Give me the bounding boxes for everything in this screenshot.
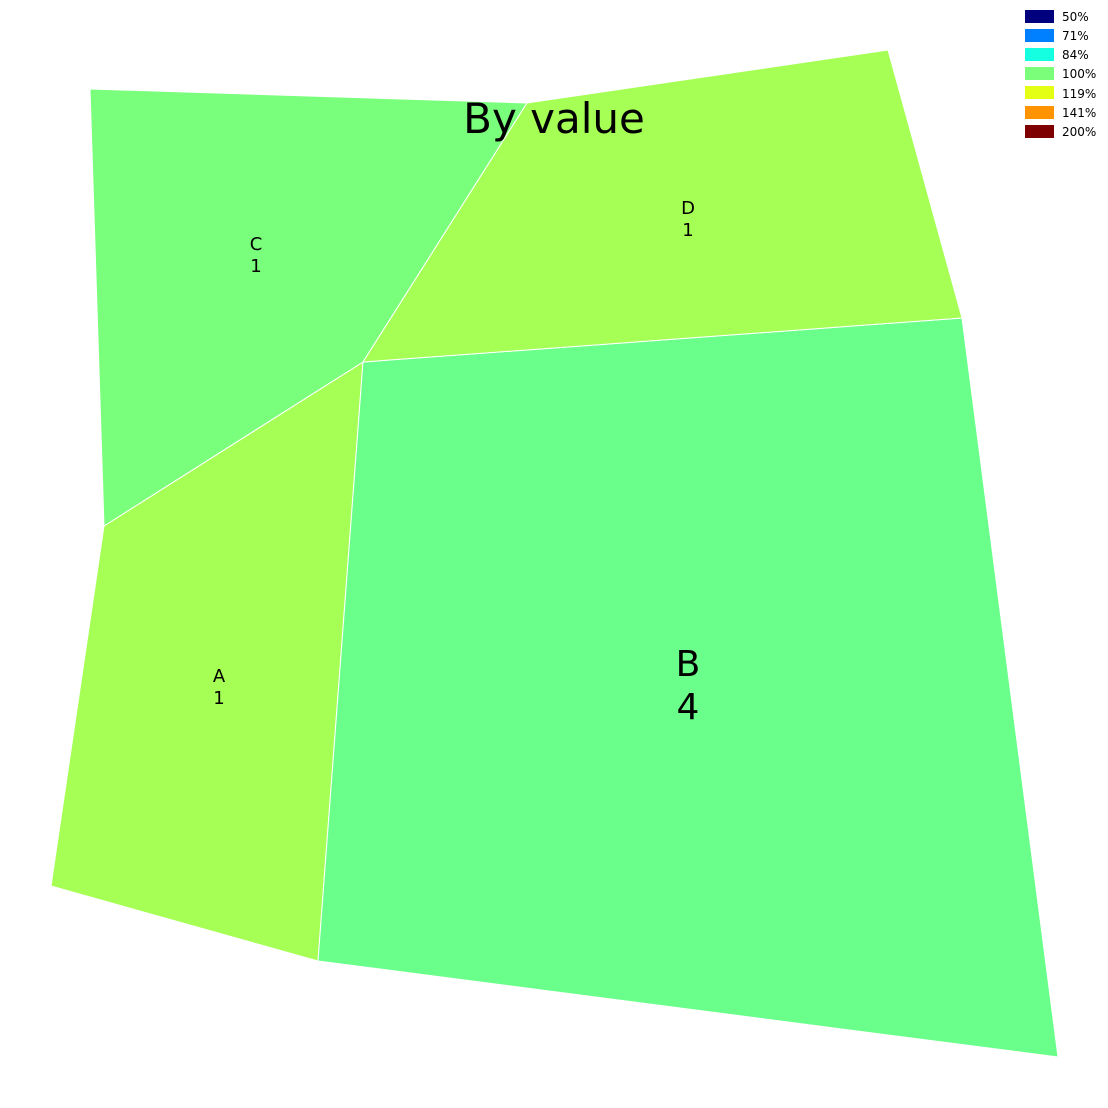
legend-label-84: 84% xyxy=(1062,48,1089,62)
chart-title: By value xyxy=(463,94,645,143)
cell-name-c: C xyxy=(250,234,263,255)
legend-label-71: 71% xyxy=(1062,29,1089,43)
legend-swatch-50 xyxy=(1025,10,1054,23)
cell-value-d: 1 xyxy=(682,220,693,241)
legend-swatch-200 xyxy=(1025,125,1054,138)
legend-swatch-100 xyxy=(1025,67,1054,80)
legend-swatch-119 xyxy=(1025,86,1054,99)
cell-name-d: D xyxy=(681,198,695,219)
legend-swatch-71 xyxy=(1025,29,1054,42)
legend-label-200: 200% xyxy=(1062,125,1096,139)
cell-labels-layer: A 1 B 4 C 1 D 1 xyxy=(213,198,701,728)
legend-label-119: 119% xyxy=(1062,87,1096,101)
cell-value-b: 4 xyxy=(677,687,700,728)
legend-label-50: 50% xyxy=(1062,10,1089,24)
legend-label-141: 141% xyxy=(1062,106,1096,120)
cell-value-c: 1 xyxy=(250,256,261,277)
legend-label-100: 100% xyxy=(1062,67,1096,81)
cell-name-b: B xyxy=(676,644,701,685)
cell-name-a: A xyxy=(213,666,226,687)
legend-swatch-141 xyxy=(1025,106,1054,119)
cell-region-d xyxy=(362,49,963,363)
legend: 50% 71% 84% 100% 119% 141% 200% xyxy=(1025,10,1096,139)
legend-swatch-84 xyxy=(1025,48,1054,61)
cells-layer xyxy=(50,49,1059,1058)
cell-value-a: 1 xyxy=(213,688,224,709)
